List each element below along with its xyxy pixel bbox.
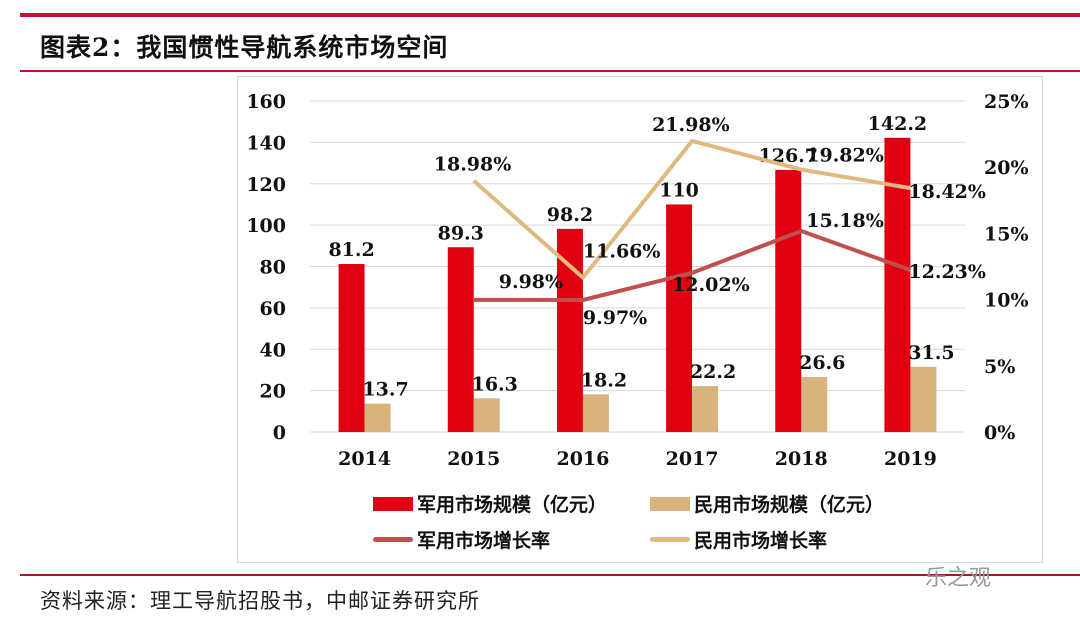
line-label-civil: 19.82% [806,145,884,167]
bar-label-civil: 18.2 [581,369,627,391]
x-axis-tick: 2016 [556,448,609,470]
bar-label-military: 110 [659,179,699,201]
chart-frame [237,76,1043,563]
bar-label-civil: 22.2 [690,361,736,383]
line-label-civil: 18.98% [434,154,512,176]
legend-swatch [650,496,690,511]
source-note: 资料来源：理工导航招股书，中邮证券研究所 [40,589,480,613]
bar-civil [801,376,828,432]
top-rule [20,13,1080,17]
line-label-civil: 21.98% [652,114,730,136]
bar-civil [692,386,719,432]
left-axis-tick: 100 [246,215,286,237]
x-axis-tick: 2014 [338,448,391,470]
legend-swatch [650,537,690,542]
line-label-military: 15.18% [806,210,884,232]
title-rule [20,70,1080,72]
bar-label-military: 89.3 [438,222,484,244]
line-label-military: 9.97% [583,307,647,329]
x-axis-tick: 2017 [666,448,719,470]
right-axis-tick: 25% [984,91,1029,113]
bottom-rule [20,574,1080,576]
legend-military-line: 军用市场增长率 [373,526,550,553]
right-axis-tick: 20% [984,157,1029,179]
bar-military [556,228,583,432]
left-axis-tick: 120 [246,174,286,196]
watermark: 乐之观 [925,566,992,591]
bar-label-civil: 16.3 [472,373,518,395]
line-label-civil: 18.42% [908,181,986,203]
bar-label-civil: 13.7 [362,379,408,401]
bar-civil [910,366,937,432]
bar-label-military: 98.2 [547,204,593,226]
bar-military [338,264,365,432]
line-label-military: 9.98% [499,271,563,293]
legend-military-bar: 军用市场规模（亿元） [373,490,607,517]
bar-label-civil: 26.6 [799,352,845,374]
bar-military [447,247,474,432]
right-axis-tick: 0% [984,422,1015,444]
line-military-growth [473,229,912,302]
right-axis-tick: 5% [984,356,1015,378]
left-axis-tick: 60 [260,298,286,320]
legend-civil-line: 民用市场增长率 [650,526,827,553]
left-axis-tick: 80 [260,257,286,279]
right-axis-tick: 15% [984,223,1029,245]
left-axis-tick: 40 [260,339,286,361]
bar-civil [364,403,391,432]
bar-military [666,204,693,432]
line-label-military: 12.23% [908,261,986,283]
bar-label-military: 81.2 [328,239,374,261]
bar-military [775,169,802,432]
line-civil-growth [472,138,911,280]
line-label-civil: 11.66% [583,241,661,263]
x-axis-tick: 2018 [775,448,828,470]
x-axis-tick: 2015 [447,448,500,470]
bar-civil [582,394,609,432]
right-axis-tick: 10% [984,290,1029,312]
legend-swatch [373,496,413,511]
bar-civil [473,398,500,432]
figure-title: 图表2：我国惯性导航系统市场空间 [40,33,449,62]
left-axis-tick: 0 [273,422,286,444]
legend-civil-bar: 民用市场规模（亿元） [650,490,884,517]
legend-swatch [373,537,413,542]
bar-label-military: 142.2 [868,113,928,135]
left-axis-tick: 20 [260,381,286,403]
bar-label-civil: 31.5 [908,342,954,364]
line-label-military: 12.02% [672,274,750,296]
left-axis-tick: 160 [246,91,286,113]
bar-military [884,137,911,433]
left-axis-tick: 140 [246,132,286,154]
x-axis-tick: 2019 [884,448,937,470]
